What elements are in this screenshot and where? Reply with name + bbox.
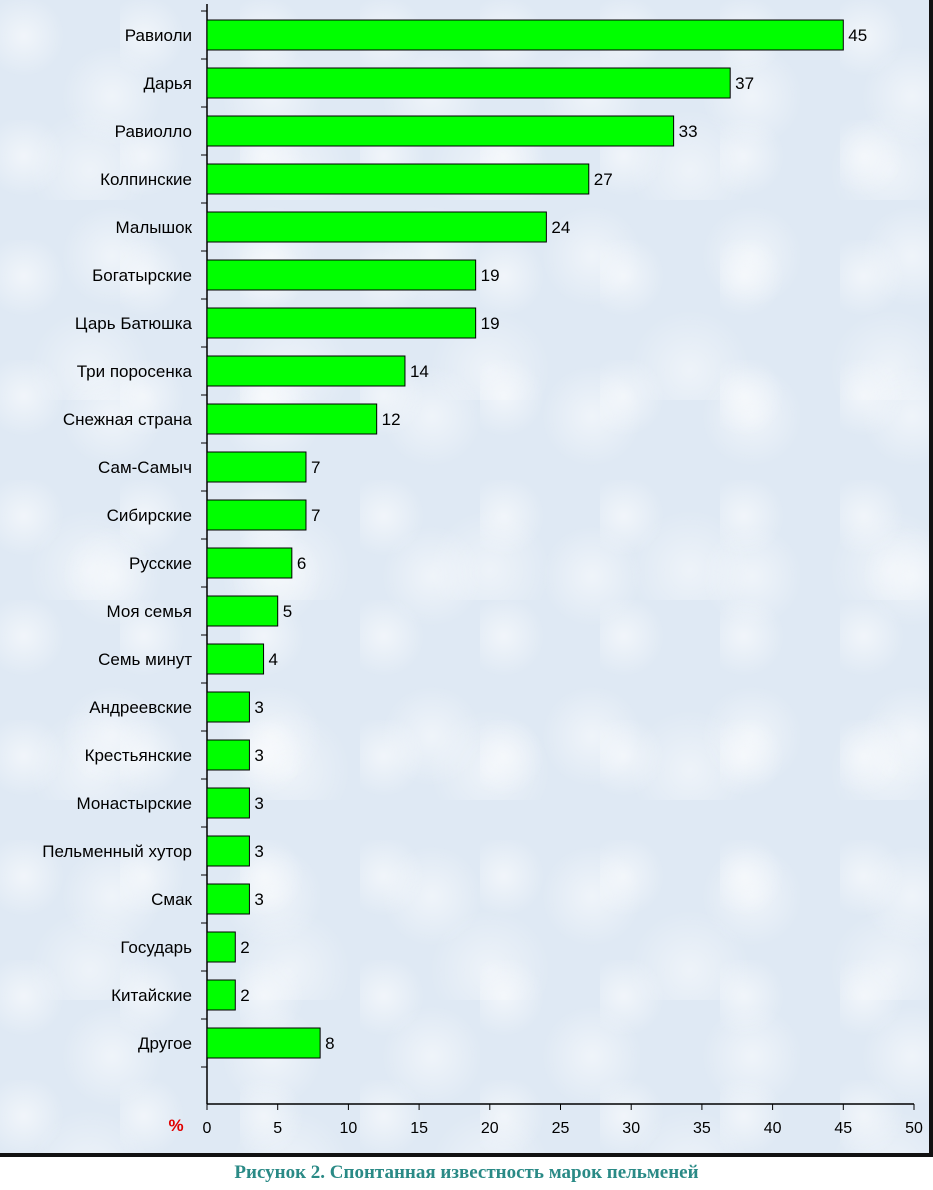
category-label: Малышок <box>116 218 193 237</box>
x-tick-label: 35 <box>693 1120 711 1137</box>
data-label: 7 <box>311 458 320 477</box>
category-label: Сибирские <box>107 506 192 525</box>
category-label: Царь Батюшка <box>75 314 193 333</box>
data-label: 7 <box>311 506 320 525</box>
category-label: Равиоли <box>125 26 192 45</box>
data-label: 19 <box>481 266 500 285</box>
data-label: 5 <box>283 602 292 621</box>
bar <box>206 595 279 627</box>
category-label: Другое <box>138 1034 192 1053</box>
data-label: 2 <box>240 938 249 957</box>
category-label: Смак <box>151 890 192 909</box>
category-label: Дарья <box>144 74 193 93</box>
x-tick-label: 10 <box>340 1120 358 1137</box>
bar <box>206 259 477 291</box>
x-tick-label: 45 <box>834 1120 852 1137</box>
bar <box>206 163 590 195</box>
bar <box>206 979 236 1011</box>
data-label: 37 <box>735 74 754 93</box>
x-tick-label: 0 <box>203 1120 212 1137</box>
data-label: 4 <box>269 650 278 669</box>
category-label: Русские <box>129 554 192 573</box>
category-label: Равиолло <box>115 122 192 141</box>
category-label: Андреевские <box>89 698 192 717</box>
x-tick-label: 40 <box>764 1120 782 1137</box>
x-axis-unit-label: % <box>168 1116 183 1135</box>
data-label: 6 <box>297 554 306 573</box>
category-label: Сам-Самыч <box>98 458 192 477</box>
category-label: Богатырские <box>92 266 192 285</box>
bar <box>206 883 250 915</box>
data-label: 3 <box>254 698 263 717</box>
category-label: Моя семья <box>107 602 192 621</box>
data-label: 14 <box>410 362 429 381</box>
x-tick-label: 50 <box>905 1120 923 1137</box>
x-tick-label: 20 <box>481 1120 499 1137</box>
bar <box>206 691 250 723</box>
data-label: 24 <box>551 218 570 237</box>
x-tick-label: 25 <box>552 1120 570 1137</box>
bar <box>206 499 307 531</box>
bar <box>206 67 731 99</box>
bar <box>206 835 250 867</box>
data-label: 3 <box>254 794 263 813</box>
x-tick-label: 30 <box>622 1120 640 1137</box>
x-tick-label: 15 <box>410 1120 428 1137</box>
category-label: Государь <box>120 938 192 957</box>
bar <box>206 739 250 771</box>
data-label: 3 <box>254 842 263 861</box>
data-label: 3 <box>254 890 263 909</box>
data-label: 19 <box>481 314 500 333</box>
bar <box>206 451 307 483</box>
category-label: Три поросенка <box>77 362 193 381</box>
x-tick-label: 5 <box>273 1120 282 1137</box>
data-label: 8 <box>325 1034 334 1053</box>
data-label: 45 <box>848 26 867 45</box>
category-label: Колпинские <box>100 170 192 189</box>
bar <box>206 787 250 819</box>
bar <box>206 211 547 243</box>
data-label: 3 <box>254 746 263 765</box>
category-label: Монастырские <box>77 794 193 813</box>
data-label: 33 <box>679 122 698 141</box>
bar <box>206 355 406 387</box>
bar <box>206 115 675 147</box>
bar <box>206 931 236 963</box>
data-label: 12 <box>382 410 401 429</box>
category-label: Китайские <box>111 986 192 1005</box>
data-label: 27 <box>594 170 613 189</box>
chart-frame: 0 5 10 15 20 25 30 35 40 45 50% Равиоли 45 Дарья 37 Рав… <box>0 0 933 1157</box>
bar <box>206 643 265 675</box>
category-label: Семь минут <box>98 650 192 669</box>
bar <box>206 19 844 51</box>
data-label: 2 <box>240 986 249 1005</box>
bar <box>206 307 477 339</box>
category-label: Крестьянские <box>85 746 192 765</box>
category-label: Снежная страна <box>63 410 193 429</box>
bar <box>206 1027 321 1059</box>
bar <box>206 547 293 579</box>
category-label: Пельменный хутор <box>42 842 192 861</box>
figure-caption: Рисунок 2. Спонтанная известность марок … <box>234 1162 699 1183</box>
bar <box>206 403 378 435</box>
